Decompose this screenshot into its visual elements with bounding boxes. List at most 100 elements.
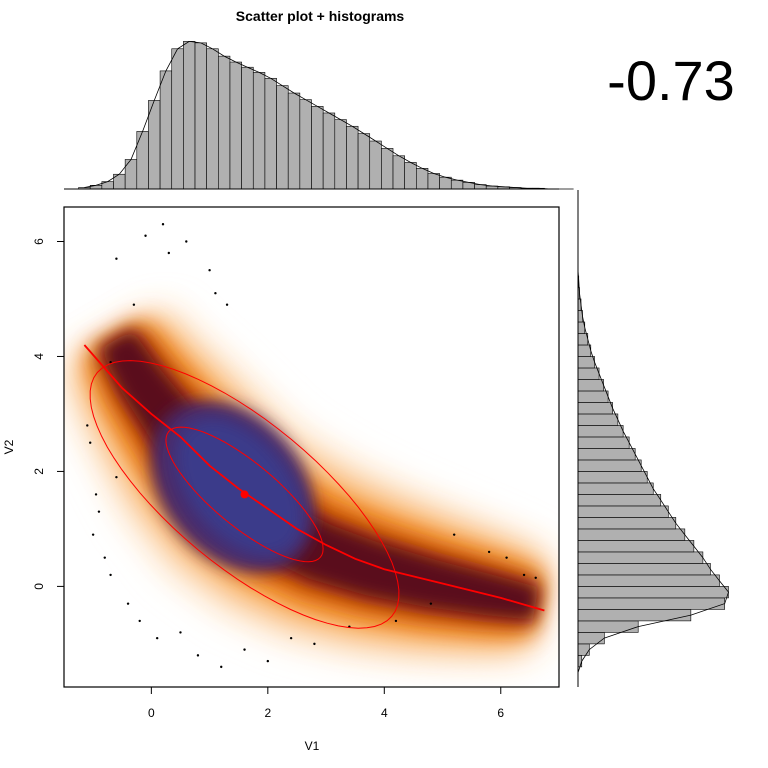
y-tick-label: 6 <box>32 238 46 245</box>
histogram-v2-bar <box>577 471 648 484</box>
histogram-v2-bar <box>577 517 677 530</box>
outlier-point <box>394 619 398 623</box>
histogram-v2 <box>577 212 729 673</box>
histogram-v1-bar <box>334 119 347 190</box>
correlation-label: -0.73 <box>607 49 735 112</box>
histogram-v2-bar <box>577 540 695 553</box>
histogram-v2-bar <box>577 563 711 576</box>
mean-point <box>240 490 249 499</box>
histogram-v2-bar <box>577 551 704 564</box>
histogram-v1-bar <box>381 148 394 190</box>
histogram-v1-bar <box>136 131 149 190</box>
histogram-v2-bar <box>577 344 592 357</box>
density-cloud <box>65 309 546 659</box>
outlier-point <box>115 475 118 479</box>
histogram-v1-bar <box>450 179 464 190</box>
histogram-v1-bar <box>427 173 440 190</box>
histogram-v1-bar <box>206 48 219 190</box>
outlier-point <box>214 292 217 295</box>
histogram-v1-bar <box>416 168 429 190</box>
x-tick-label: 0 <box>148 706 155 720</box>
histogram-v1-bar <box>183 41 196 190</box>
histogram-v1-bar <box>241 66 254 190</box>
y-axis-label: V2 <box>2 439 16 454</box>
outlier-point <box>220 665 223 669</box>
x-tick-label: 4 <box>381 706 388 720</box>
histogram-v2-bar <box>577 482 654 495</box>
x-axis-label: V1 <box>305 739 320 753</box>
outlier-point <box>505 556 508 559</box>
histogram-v2-bar <box>577 402 613 415</box>
outlier-point <box>132 303 136 306</box>
y-tick-label: 0 <box>32 583 46 590</box>
histogram-v2-bar <box>577 505 669 518</box>
histogram-v1-bar <box>276 85 289 190</box>
outlier-point <box>208 269 211 272</box>
histogram-v1-bar <box>299 99 312 190</box>
outlier-point <box>103 556 106 559</box>
histogram-v2-density <box>577 212 729 673</box>
histogram-v2-bar <box>577 413 619 426</box>
histogram-v1-bar <box>171 48 184 190</box>
outlier-point <box>138 619 141 623</box>
outlier-point <box>225 303 229 306</box>
histogram-v1-bar <box>252 72 266 190</box>
histogram-v1-bar <box>346 125 359 190</box>
histogram-v2-bar <box>577 333 589 346</box>
outlier-point <box>179 631 182 634</box>
confidence-ellipses <box>89 360 400 629</box>
histogram-v1-bar <box>287 92 301 190</box>
ellipse-outer <box>89 360 400 629</box>
outlier-point <box>161 223 165 226</box>
histogram-v2-bar <box>577 528 686 541</box>
outlier-point <box>289 636 293 640</box>
histogram-v1-bar <box>264 77 277 190</box>
histogram-v2-bar <box>577 425 624 438</box>
histogram-v1-bar <box>392 155 405 190</box>
outlier-point <box>243 648 246 651</box>
histogram-v1-bar <box>369 140 382 190</box>
outlier-point <box>452 533 456 536</box>
outlier-point <box>196 654 200 657</box>
density-layer-dark <box>95 326 540 626</box>
x-axis: 0 2 4 6 <box>148 686 504 720</box>
histogram-v2-bar <box>577 655 583 668</box>
histogram-v1-bar <box>194 42 207 190</box>
histogram-v1-bar <box>322 112 336 190</box>
outlier-point <box>429 602 433 605</box>
outlier-point <box>109 573 112 577</box>
y-tick-label: 2 <box>32 468 46 475</box>
histogram-v1-bar <box>218 55 231 190</box>
histogram-v1-bar <box>357 133 371 190</box>
outlier-point <box>91 533 95 536</box>
outlier-point <box>534 576 537 579</box>
x-tick-label: 6 <box>497 706 504 720</box>
fit-line <box>83 344 545 612</box>
histogram-v1-bar <box>439 176 452 190</box>
outlier-point <box>487 550 491 554</box>
histogram-v2-bar <box>577 448 636 461</box>
histogram-v2-bar <box>577 494 662 507</box>
histogram-v2-bar <box>577 390 609 403</box>
histogram-v2-bar <box>577 356 595 369</box>
histogram-v1-bar <box>159 70 173 190</box>
histogram-v2-bar <box>577 436 630 449</box>
histogram-v2-bar <box>577 643 590 656</box>
histogram-v2-bar <box>577 459 642 472</box>
chart-title: Scatter plot + histograms <box>236 8 405 24</box>
histogram-v2-bar <box>577 574 720 587</box>
x-tick-label: 2 <box>264 706 271 720</box>
histogram-v1-bar <box>229 61 242 190</box>
histogram-v2-bar <box>577 379 604 392</box>
histogram-v1-bar <box>311 106 324 190</box>
outlier-point <box>89 441 92 444</box>
histogram-v2-bar <box>577 367 600 380</box>
outlier-point <box>97 510 101 513</box>
histogram-v2-bar <box>577 597 726 610</box>
ellipse-inner <box>165 426 324 563</box>
outlier-point <box>185 240 188 243</box>
outlier-point <box>167 251 171 255</box>
histogram-v1-bar <box>124 159 138 190</box>
outlier-point <box>144 234 147 237</box>
